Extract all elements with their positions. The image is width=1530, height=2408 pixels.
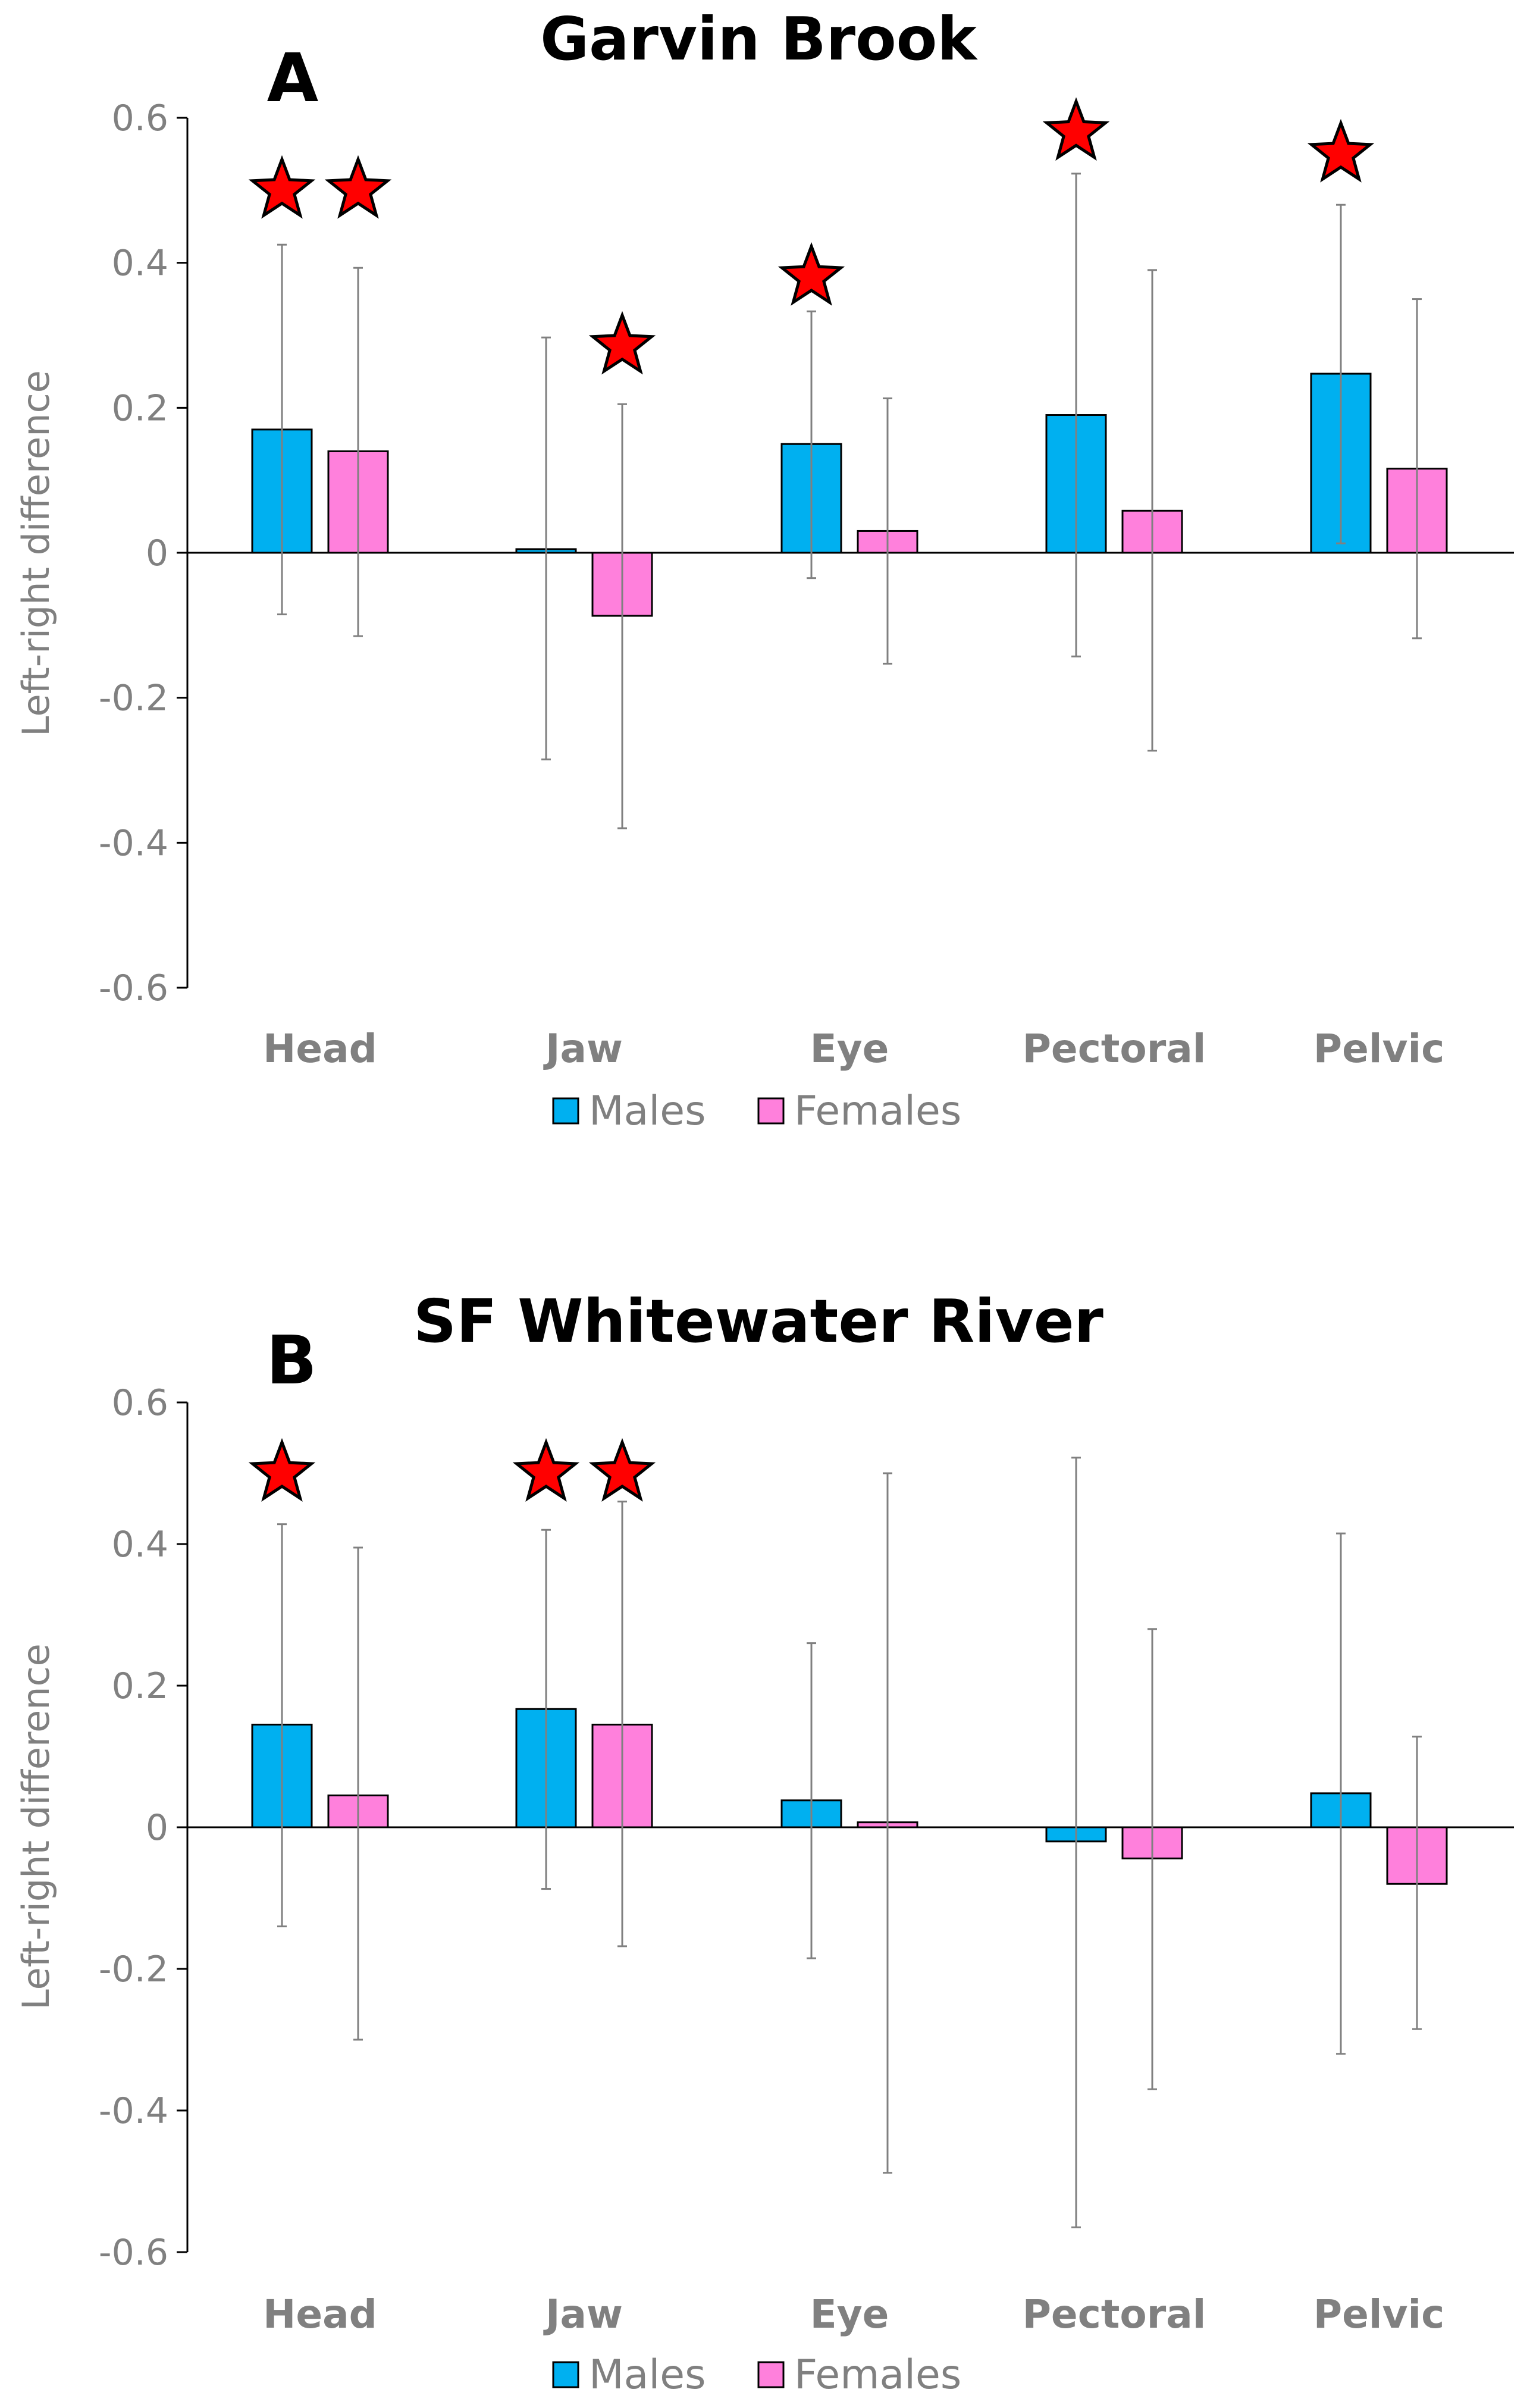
error-bar-male-head [277,1523,287,1928]
y-tick-label: 0.2 [112,387,168,429]
error-bar-male-pectoral [1071,173,1081,657]
plot-area: 0.6 0.4 0.2 0 -0.2 -0.4 -0.6 Head Jaw Eye Pectoral… [99,97,1514,1072]
y-tick-label: -0.2 [99,1949,168,1990]
category-label-pelvic: Pelvic [1313,2291,1445,2337]
panel-letter: B [266,1322,316,1399]
significance-star-female-head [324,155,392,219]
error-bar-male-pelvic [1336,203,1346,544]
error-bar-female-pectoral [1148,1628,1157,2090]
y-axis-label: Left-right difference [14,1643,58,2010]
significance-star-male-jaw [512,1438,580,1502]
y-tick-label: 0.4 [112,243,168,284]
category-label-pectoral: Pectoral [1023,2291,1206,2337]
y-tick-label: 0.2 [112,1665,168,1707]
chart-title: SF Whitewater River [413,1286,1103,1356]
category-label-eye: Eye [810,1026,889,1072]
y-tick-label: -0.2 [99,678,168,719]
category-label-pectoral: Pectoral [1023,1026,1206,1072]
significance-star-male-head [248,155,316,219]
error-bar-male-eye [807,1642,816,1959]
significance-star-female-jaw [588,311,656,375]
legend-swatch-females [757,2361,785,2388]
legend-swatch-females [757,1097,785,1125]
significance-star-female-jaw [588,1438,656,1502]
y-tick-label: 0.6 [112,1382,168,1424]
error-bar-male-head [277,243,287,616]
legend: Males Females [552,2351,961,2398]
y-tick-label: 0.6 [112,98,168,139]
panel-b-chart: SF Whitewater River B Left-right differe… [14,1286,1514,2398]
error-bar-male-pectoral [1071,1457,1081,2228]
panel-a-chart: Garvin Brook A Left-right difference 0.6… [14,4,1514,1135]
error-bar-female-pelvic [1412,1736,1422,2030]
y-tick-label: -0.6 [99,2232,168,2274]
category-label-head: Head [263,1026,377,1072]
legend-label-males: Males [589,2351,706,2398]
legend: Males Females [552,1088,961,1135]
error-bar-female-eye [883,397,892,665]
category-label-eye: Eye [810,2291,889,2337]
plot-area: 0.6 0.4 0.2 0 -0.2 -0.4 -0.6 Head Jaw Eye Pectoral… [99,1382,1514,2337]
significance-star-male-eye [777,242,845,306]
y-tick-label: 0 [146,1807,168,1849]
y-tick-label: -0.4 [99,2090,168,2132]
category-label-jaw: Jaw [543,1026,623,1072]
category-label-jaw: Jaw [543,2291,623,2337]
panel-letter: A [267,40,319,117]
error-bar-female-head [353,267,363,637]
y-tick-label: -0.4 [99,822,168,864]
error-bar-male-jaw [541,1529,551,1890]
error-bar-female-jaw [617,1501,627,1947]
error-bar-male-jaw [541,336,551,760]
error-bar-female-jaw [617,403,627,829]
legend-label-females: Females [794,1088,961,1135]
error-bar-female-eye [883,1472,892,2174]
legend-label-males: Males [589,1088,706,1135]
significance-star-male-pectoral [1042,97,1110,161]
y-axis-label: Left-right difference [14,370,58,737]
category-label-pelvic: Pelvic [1313,1026,1445,1072]
y-tick-label: 0 [146,533,168,574]
error-bar-male-pelvic [1336,1532,1346,2055]
error-bar-female-head [353,1546,363,2041]
significance-star-male-head [248,1438,316,1502]
chart-title: Garvin Brook [540,4,978,74]
category-label-head: Head [263,2291,377,2337]
error-bar-female-pectoral [1148,269,1157,752]
legend-swatch-males [552,1097,579,1125]
error-bar-male-eye [807,310,816,580]
y-tick-label: -0.6 [99,967,168,1009]
legend-swatch-males [552,2361,579,2388]
legend-label-females: Females [794,2351,961,2398]
significance-star-male-pelvic [1307,118,1375,183]
y-tick-label: 0.4 [112,1524,168,1565]
error-bar-female-pelvic [1412,298,1422,640]
